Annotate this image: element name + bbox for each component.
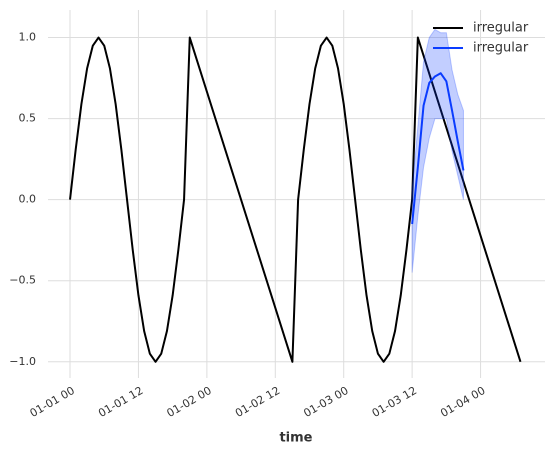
x-tick-label: 01-04 00 <box>438 384 487 420</box>
confidence-band <box>411 28 464 273</box>
y-tick-label: 0.5 <box>19 112 37 125</box>
x-tick-label: 01-02 12 <box>233 384 282 420</box>
y-tick-label: −0.5 <box>9 274 36 287</box>
x-tick-label: 01-01 00 <box>28 384 77 420</box>
x-tick-label: 01-03 12 <box>370 384 419 420</box>
x-tick-label: 01-02 00 <box>165 384 214 420</box>
y-tick-label: 0.0 <box>19 193 37 206</box>
x-tick-label: 01-03 00 <box>301 384 350 420</box>
legend-label: irregular <box>473 21 529 36</box>
x-tick-label: 01-01 12 <box>96 384 145 420</box>
series-line <box>69 36 522 363</box>
series-line <box>411 72 465 225</box>
legend-label: irregular <box>473 41 529 56</box>
y-tick-label: −1.0 <box>9 355 36 368</box>
x-axis-label: time <box>279 431 312 446</box>
y-tick-label: 1.0 <box>19 31 37 44</box>
